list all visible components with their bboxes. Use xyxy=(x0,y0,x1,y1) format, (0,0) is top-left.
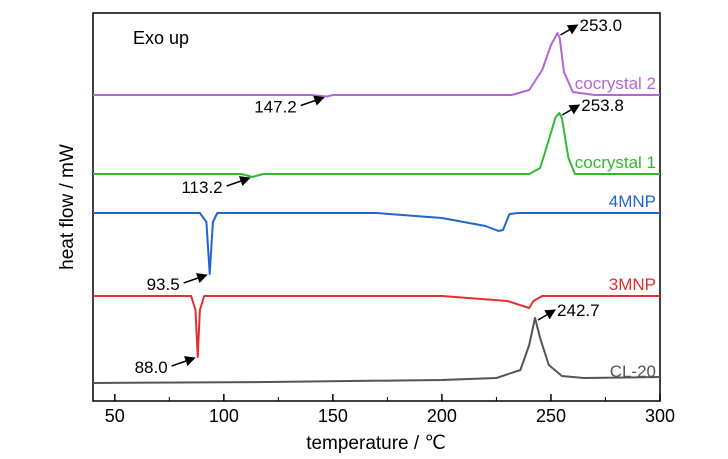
exo-up-note: Exo up xyxy=(133,28,189,48)
annotation-arrow xyxy=(226,176,251,187)
series-line-cocrystal-1 xyxy=(93,112,660,178)
series-labels: cocrystal 2 cocrystal 1 4MNP 3MNP CL-20 xyxy=(575,74,656,381)
x-tick-label: 50 xyxy=(105,406,125,426)
annotation-arrow xyxy=(537,309,556,321)
peak-annotation-label: 88.0 xyxy=(135,358,168,377)
peak-annotation-label: 253.8 xyxy=(581,96,624,115)
series-label: cocrystal 1 xyxy=(575,153,656,172)
annotation-arrow xyxy=(171,356,196,367)
series-line-cocrystal-2 xyxy=(93,32,660,98)
peak-annotation-label: 113.2 xyxy=(181,178,222,197)
x-tick-label: 200 xyxy=(427,406,457,426)
annotation-arrow xyxy=(300,95,325,107)
peak-annotation-label: 242.7 xyxy=(557,301,600,320)
x-axis: 50 100 150 200 250 300 xyxy=(105,394,675,426)
annotation-arrow xyxy=(560,24,579,36)
peak-annotation-label: 93.5 xyxy=(147,275,180,294)
series-line-4mnp xyxy=(93,212,660,275)
y-axis-label: heat flow / mW xyxy=(57,144,78,270)
annotation-arrow xyxy=(561,104,581,116)
x-tick-label: 100 xyxy=(209,406,239,426)
series-label: cocrystal 2 xyxy=(575,74,656,93)
series-layer xyxy=(92,32,661,384)
series-line-3mnp xyxy=(93,295,660,358)
x-tick-label: 150 xyxy=(318,406,348,426)
peak-annotations: 253.0 147.2 253.8 113.2 93.5 88.0 242.7 xyxy=(135,16,624,377)
x-axis-label: temperature / ℃ xyxy=(306,433,446,454)
peak-annotation-label: 253.0 xyxy=(580,16,623,35)
series-label: 4MNP xyxy=(609,192,656,211)
x-tick-label: 300 xyxy=(645,406,675,426)
peak-annotation-label: 147.2 xyxy=(254,98,297,117)
x-tick-label: 250 xyxy=(536,406,566,426)
series-line-cl-20 xyxy=(92,317,661,384)
series-label: 3MNP xyxy=(609,275,656,294)
plot-area-frame xyxy=(92,12,661,402)
annotation-arrow xyxy=(183,273,208,284)
series-label: CL-20 xyxy=(610,362,656,381)
